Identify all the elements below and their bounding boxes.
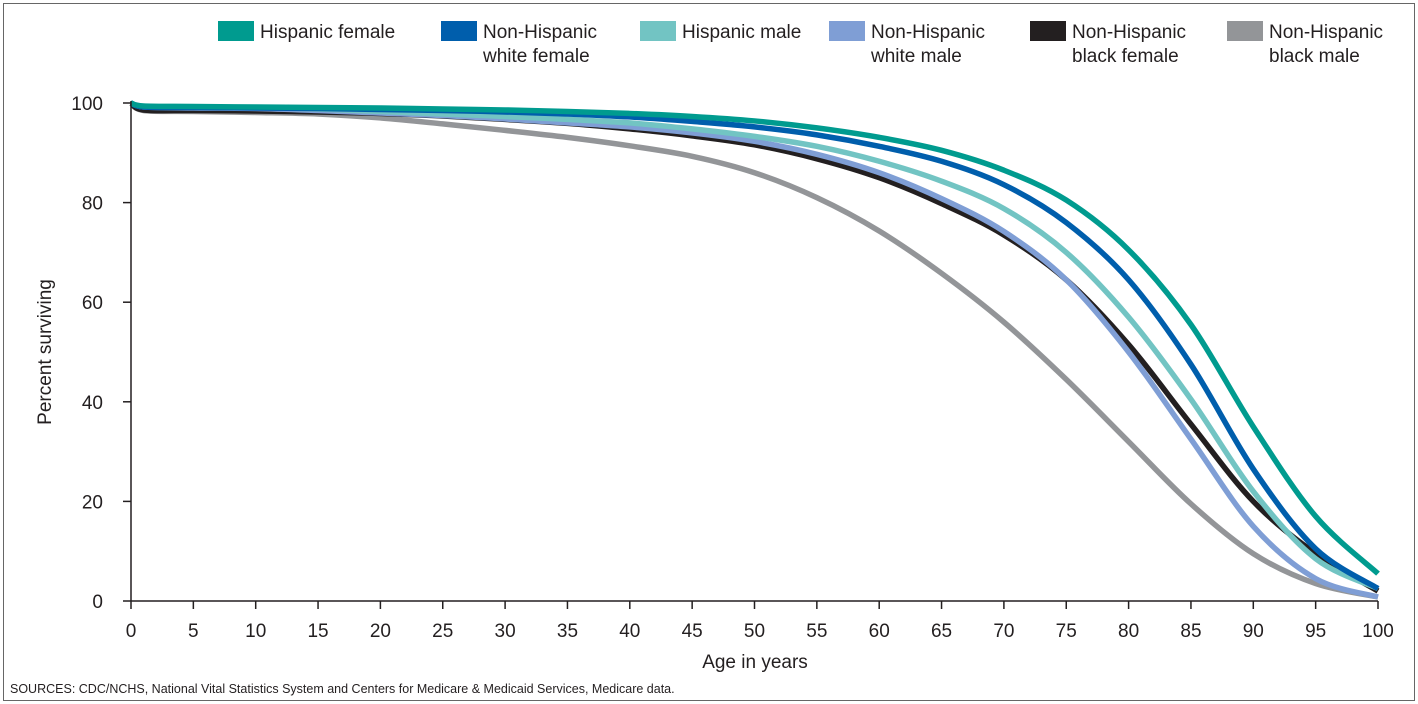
legend-label: black male: [1269, 46, 1360, 67]
legend-label: Non-Hispanic: [1269, 22, 1383, 43]
y-tick-label: 0: [92, 592, 103, 613]
legend-label: Non-Hispanic: [1072, 22, 1186, 43]
legend-label: Non-Hispanic: [483, 22, 597, 43]
x-tick-label: 80: [1118, 621, 1139, 642]
series-line-2: [129, 100, 1380, 592]
x-tick-label: 20: [370, 621, 391, 642]
x-tick-label: 70: [993, 621, 1014, 642]
x-tick-label: 45: [682, 621, 703, 642]
legend-label: Hispanic male: [682, 22, 801, 43]
x-tick-label: 90: [1243, 621, 1264, 642]
y-tick-label: 40: [82, 393, 103, 414]
x-tick-label: 85: [1180, 621, 1201, 642]
legend-item-0: Hispanic female: [218, 21, 395, 43]
legend-swatch: [640, 21, 676, 41]
legend: Hispanic female Non-Hispanic white female H…: [218, 21, 1383, 67]
chart-frame: [3, 3, 1415, 701]
x-tick-label: 40: [619, 621, 640, 642]
legend-item-3: Non-Hispanic white male: [829, 21, 985, 67]
legend-swatch: [441, 21, 477, 41]
legend-label: Non-Hispanic: [871, 22, 985, 43]
series-line-0: [130, 100, 1380, 576]
x-tick-label: 65: [931, 621, 952, 642]
plot-lines: [129, 100, 1380, 600]
legend-label: black female: [1072, 46, 1179, 67]
x-axis-ticks: 0 5 10 15 20 25 30 35 40 45 50 55 60 65 70 75 80 85 90 95 10…: [126, 601, 1394, 642]
y-tick-label: 80: [82, 194, 103, 215]
x-tick-label: 35: [557, 621, 578, 642]
x-tick-label: 75: [1056, 621, 1077, 642]
x-tick-label: 95: [1305, 621, 1326, 642]
legend-item-2: Hispanic male: [640, 21, 801, 43]
legend-item-5: Non-Hispanic black male: [1227, 21, 1383, 67]
series-line-3: [129, 100, 1379, 600]
series-line-5: [129, 100, 1379, 600]
legend-swatch: [218, 21, 254, 41]
legend-item-4: Non-Hispanic black female: [1030, 21, 1186, 67]
y-tick-label: 20: [82, 492, 103, 513]
x-tick-label: 15: [307, 621, 328, 642]
y-tick-label: 60: [82, 293, 103, 314]
y-axis-ticks: 0 20 40 60 80 100: [71, 94, 131, 613]
x-tick-label: 10: [245, 621, 266, 642]
series-line-1: [129, 100, 1380, 591]
x-tick-label: 60: [869, 621, 890, 642]
legend-label: white male: [870, 46, 962, 67]
x-tick-label: 100: [1362, 621, 1394, 642]
legend-swatch: [1227, 21, 1263, 41]
legend-label: Hispanic female: [260, 22, 395, 43]
legend-swatch: [1030, 21, 1066, 41]
legend-item-1: Non-Hispanic white female: [441, 21, 597, 67]
x-tick-label: 5: [188, 621, 199, 642]
axes: [130, 101, 1378, 602]
series-line-4: [129, 100, 1380, 594]
legend-label: white female: [482, 46, 590, 67]
x-axis-title: Age in years: [702, 652, 808, 673]
y-tick-label: 100: [71, 94, 103, 115]
x-tick-label: 25: [432, 621, 453, 642]
x-tick-label: 0: [126, 621, 137, 642]
x-tick-label: 30: [495, 621, 516, 642]
sources-note: SOURCES: CDC/NCHS, National Vital Statis…: [10, 682, 675, 696]
x-tick-label: 50: [744, 621, 765, 642]
x-tick-label: 55: [806, 621, 827, 642]
y-axis-title: Percent surviving: [35, 279, 56, 425]
legend-swatch: [829, 21, 865, 41]
